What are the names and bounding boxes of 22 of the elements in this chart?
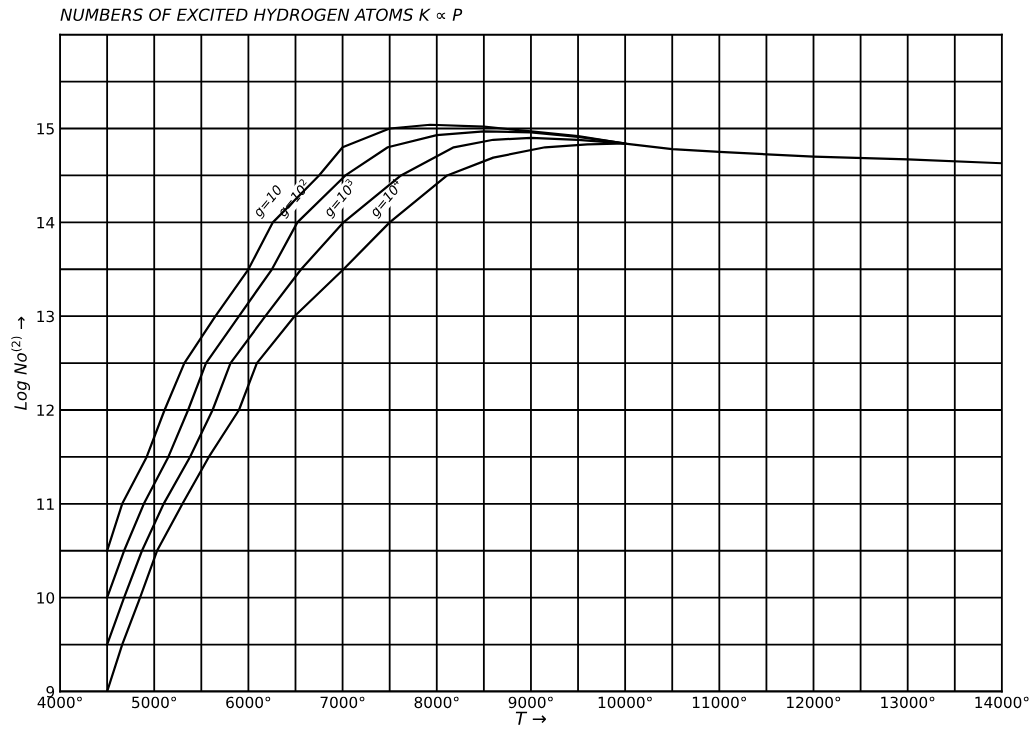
text: g=10$^{3}$	[321, 178, 359, 220]
x-tick-label: 13000°	[881, 696, 935, 709]
x-tick-label: 14000°	[975, 696, 1029, 709]
x-tick-label: 4000°	[37, 696, 82, 709]
y-tick-label: 13	[37, 310, 54, 323]
x-tick-label: 11000°	[692, 696, 746, 709]
y-axis-title: Log No$^{(2)}$ →	[11, 316, 31, 410]
x-axis-title: T →	[515, 711, 547, 725]
y-tick-label: 10	[37, 592, 55, 604]
y-tick-label: 15	[37, 123, 54, 135]
x-tick-label: 9000°	[508, 696, 553, 709]
y-tick-label: 11	[37, 498, 54, 510]
x-tick-label: 6000°	[226, 696, 271, 709]
x-tick-label: 8000°	[414, 696, 459, 709]
y-tick-label: 12	[37, 404, 54, 416]
chart-title: NUMBERS OF EXCITED HYDROGEN ATOMS K ∝ P	[60, 8, 463, 22]
y-tick-label: 14	[37, 217, 55, 229]
x-tick-label: 12000°	[787, 696, 841, 709]
x-tick-label: 7000°	[320, 696, 365, 709]
x-tick-label: 5000°	[132, 696, 177, 709]
y-tick-label: 9	[46, 685, 55, 698]
x-tick-label: 10000°	[598, 696, 652, 709]
